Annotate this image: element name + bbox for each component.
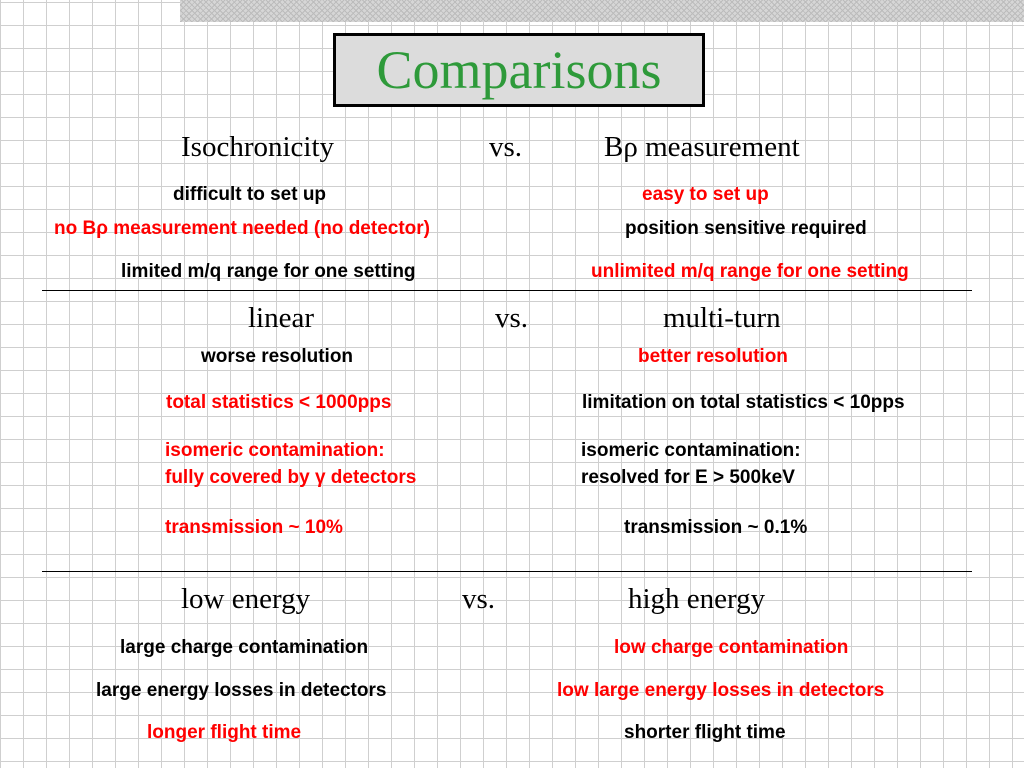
low-energy-point-1: large charge contamination [120, 637, 369, 658]
heading-vs-2: vs. [495, 302, 529, 334]
heading-vs-3: vs. [462, 583, 496, 615]
heading-linear: linear [248, 302, 315, 334]
low-energy-point-2: large energy losses in detectors [96, 680, 387, 701]
page-title: Comparisons [376, 40, 662, 100]
multiturn-point-1: better resolution [638, 346, 788, 367]
heading-high-energy: high energy [628, 583, 766, 615]
title-box: Comparisons [333, 33, 705, 107]
isochronicity-point-1: difficult to set up [173, 184, 327, 205]
high-energy-point-2: low large energy losses in detectors [557, 680, 885, 701]
linear-point-3: isomeric contamination: [165, 440, 385, 461]
low-energy-point-3: longer flight time [147, 722, 302, 743]
isochronicity-point-2: no Bρ measurement needed (no detector) [54, 218, 430, 239]
divider-1 [42, 290, 972, 291]
heading-brho-measurement: Bρ measurement [604, 131, 800, 163]
multiturn-point-5: transmission ~ 0.1% [624, 517, 808, 538]
high-energy-point-3: shorter flight time [624, 722, 786, 743]
multiturn-point-3: isomeric contamination: [581, 440, 801, 461]
heading-isochronicity: Isochronicity [181, 131, 335, 163]
heading-low-energy: low energy [181, 583, 311, 615]
divider-2 [42, 571, 972, 572]
header-hatch-band [180, 0, 1024, 22]
isochronicity-point-3: limited m/q range for one setting [121, 261, 416, 282]
heading-vs-1: vs. [489, 131, 523, 163]
high-energy-point-1: low charge contamination [614, 637, 849, 658]
linear-point-5: transmission ~ 10% [165, 517, 343, 538]
brho-point-1: easy to set up [642, 184, 769, 205]
linear-point-2: total statistics < 1000pps [166, 392, 392, 413]
brho-point-2: position sensitive required [625, 218, 867, 239]
linear-point-1: worse resolution [201, 346, 354, 367]
brho-point-3: unlimited m/q range for one setting [591, 261, 909, 282]
linear-point-4: fully covered by γ detectors [165, 467, 417, 488]
multiturn-point-4: resolved for E > 500keV [581, 467, 795, 488]
multiturn-point-2: limitation on total statistics < 10pps [582, 392, 905, 413]
heading-multi-turn: multi-turn [663, 302, 781, 334]
